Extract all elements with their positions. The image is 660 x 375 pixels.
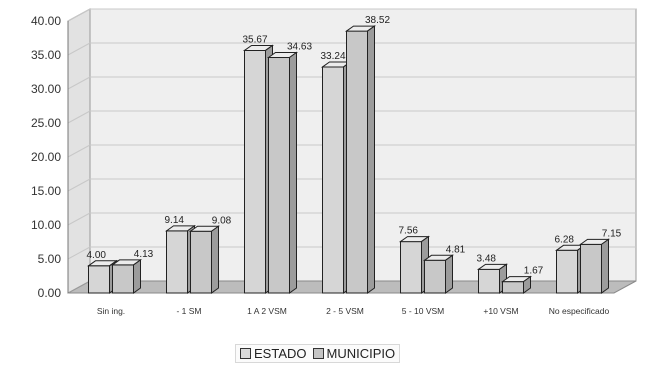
legend-item-estado: ESTADO — [240, 346, 307, 361]
data-label-municipio: 4.81 — [446, 244, 466, 255]
bar-1-front — [424, 259, 446, 294]
bar-1-front — [346, 30, 368, 294]
legend-swatch-municipio — [312, 348, 324, 359]
bar-1-side — [523, 275, 531, 294]
y-tick-label: 25.00 — [31, 116, 61, 130]
x-tick-label: 5 - 10 VSM — [402, 306, 445, 316]
gridline-side — [67, 178, 91, 192]
y-tick-label: 35.00 — [31, 48, 61, 62]
gridline-side — [67, 144, 91, 158]
gridline-side — [67, 42, 91, 56]
legend-item-municipio: MUNICIPIO — [312, 346, 396, 361]
bar-0-front — [478, 268, 500, 294]
bar-0-front — [166, 230, 188, 294]
data-label-estado: 7.56 — [399, 226, 419, 237]
data-label-municipio: 9.08 — [212, 215, 232, 226]
y-tick-label: 10.00 — [31, 218, 61, 232]
gridline-side — [67, 8, 91, 22]
bar-1-side — [445, 254, 453, 294]
legend-swatch-estado — [240, 348, 251, 359]
bar-1-front — [580, 243, 602, 294]
bar-1-front — [112, 264, 134, 294]
data-label-municipio: 7.15 — [602, 228, 622, 239]
bar-1-side — [601, 238, 609, 294]
bar-0-front — [322, 66, 344, 294]
legend-label-estado: ESTADO — [254, 346, 307, 361]
x-tick-label: - 1 SM — [176, 306, 201, 316]
x-tick-label: 2 - 5 VSM — [326, 306, 364, 316]
data-label-estado: 35.67 — [243, 34, 268, 45]
gridline-side — [67, 246, 91, 260]
gridline-side — [67, 76, 91, 90]
data-label-municipio: 1.67 — [524, 266, 544, 277]
bar-0-front — [400, 241, 422, 294]
bar-0-front — [556, 249, 578, 294]
data-label-estado: 33.24 — [321, 51, 346, 62]
data-label-municipio: 34.63 — [287, 42, 312, 53]
x-tick-label: Sin ing. — [97, 306, 125, 316]
y-tick-label: 40.00 — [31, 14, 61, 28]
y-tick-label: 0.00 — [38, 286, 62, 300]
x-tick-label: 1 A 2 VSM — [247, 306, 287, 316]
bar-1-side — [367, 25, 375, 294]
legend-label-municipio: MUNICIPIO — [326, 346, 396, 361]
gridline-side — [67, 110, 91, 124]
bar-1-front — [268, 57, 290, 294]
data-label-municipio: 4.13 — [134, 249, 154, 260]
data-label-estado: 3.48 — [477, 253, 497, 264]
bar-1-side — [289, 51, 297, 294]
y-tick-label: 15.00 — [31, 184, 61, 198]
data-label-estado: 4.00 — [87, 250, 107, 261]
data-label-estado: 6.28 — [555, 234, 575, 245]
y-tick-label: 30.00 — [31, 82, 61, 96]
bar-1-front — [190, 230, 212, 294]
y-tick-label: 5.00 — [38, 252, 62, 266]
legend: ESTADO MUNICIPIO — [235, 344, 401, 363]
x-tick-label: No especificado — [549, 306, 610, 316]
gridline-side — [67, 212, 91, 226]
bar-0-front — [88, 265, 110, 294]
data-label-estado: 9.14 — [165, 215, 185, 226]
bar-0-front — [244, 49, 266, 294]
bar-1-front — [502, 281, 524, 294]
y-tick-label: 20.00 — [31, 150, 61, 164]
x-tick-label: +10 VSM — [483, 306, 518, 316]
data-label-municipio: 38.52 — [365, 15, 390, 26]
bar-1-side — [133, 258, 141, 294]
bar-1-side — [211, 225, 219, 294]
bar-chart: 0.00 5.00 10.00 15.00 20.00 25.00 30.00 35.00 40… — [31, 8, 637, 316]
